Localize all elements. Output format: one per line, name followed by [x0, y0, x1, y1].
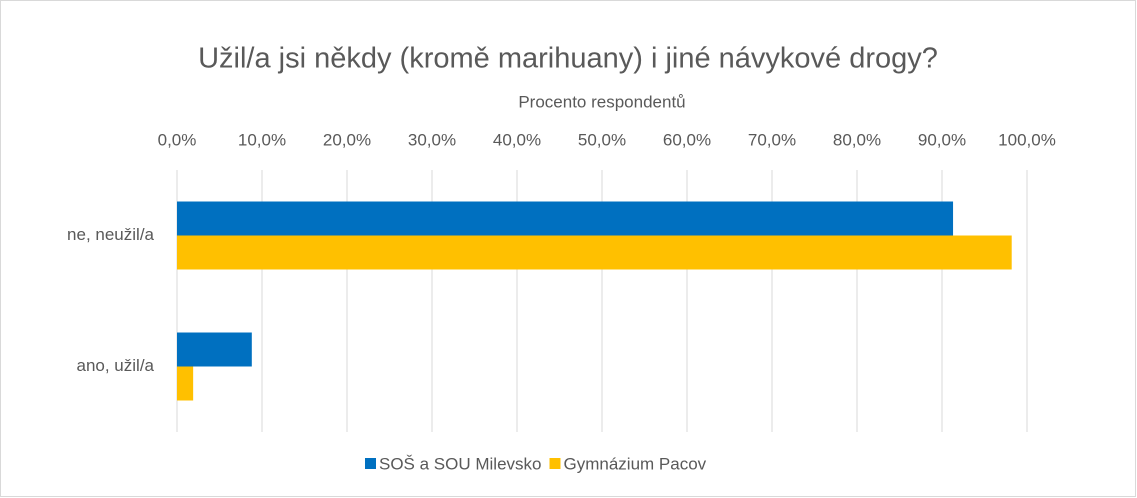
- x-tick-label: 50,0%: [578, 130, 626, 149]
- legend-swatch: [365, 458, 376, 469]
- x-tick-label: 30,0%: [408, 130, 456, 149]
- bar: [177, 235, 1012, 270]
- x-tick-label: 90,0%: [918, 130, 966, 149]
- bar: [177, 201, 954, 236]
- x-tick-label: 10,0%: [238, 130, 286, 149]
- x-tick-label: 40,0%: [493, 130, 541, 149]
- axis-title: Procento respondentů: [518, 92, 685, 111]
- y-tick-label: ne, neužil/a: [67, 225, 154, 244]
- x-tick-label: 70,0%: [748, 130, 796, 149]
- bar: [177, 332, 252, 367]
- legend-swatch: [549, 458, 561, 469]
- bar: [177, 366, 194, 401]
- chart-title: Užil/a jsi někdy (kromě marihuany) i jin…: [198, 43, 938, 75]
- legend-label: Gymnázium Pacov: [564, 454, 707, 473]
- x-tick-label: 0,0%: [158, 130, 197, 149]
- x-tick-label: 80,0%: [833, 130, 881, 149]
- x-tick-label: 100,0%: [998, 130, 1056, 149]
- legend-label: SOŠ a SOU Milevsko: [379, 454, 542, 473]
- y-tick-label: ano, užil/a: [77, 356, 155, 375]
- x-tick-label: 20,0%: [323, 130, 371, 149]
- x-tick-label: 60,0%: [663, 130, 711, 149]
